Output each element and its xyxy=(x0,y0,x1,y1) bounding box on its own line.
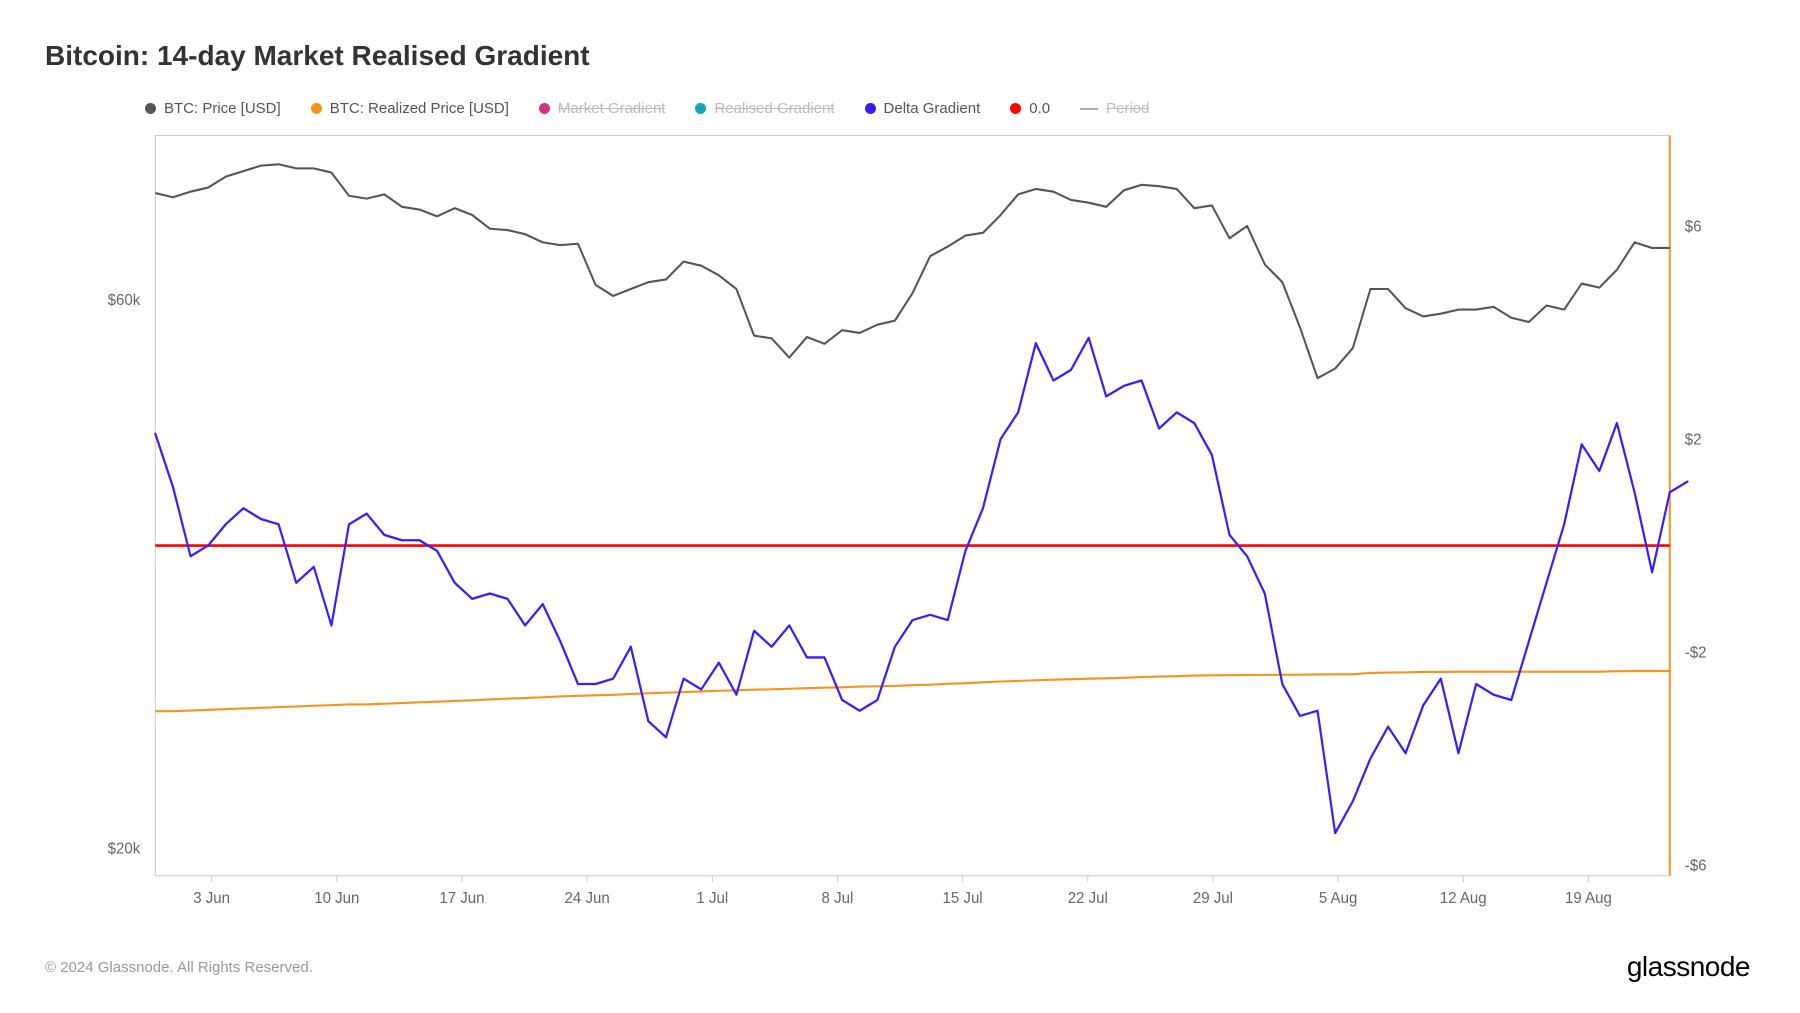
legend-marker xyxy=(311,103,322,114)
legend-label: Delta Gradient xyxy=(884,100,981,117)
svg-text:19 Aug: 19 Aug xyxy=(1565,890,1612,907)
legend-label: Market Gradient xyxy=(558,100,666,117)
svg-text:15 Jul: 15 Jul xyxy=(943,890,983,907)
svg-text:24 Jun: 24 Jun xyxy=(565,890,610,907)
svg-text:8 Jul: 8 Jul xyxy=(822,890,854,907)
legend-marker xyxy=(1010,103,1021,114)
legend-marker xyxy=(695,103,706,114)
legend-marker xyxy=(539,103,550,114)
legend-label: BTC: Realized Price [USD] xyxy=(330,100,509,117)
legend-item[interactable]: Market Gradient xyxy=(539,100,666,117)
copyright: © 2024 Glassnode. All Rights Reserved. xyxy=(45,959,313,976)
legend-item[interactable]: Period xyxy=(1080,100,1149,117)
chart-title: Bitcoin: 14-day Market Realised Gradient xyxy=(45,40,1750,72)
brand-logo: glassnode xyxy=(1627,951,1750,983)
svg-text:-$2: -$2 xyxy=(1685,644,1707,661)
legend-item[interactable]: Realised Gradient xyxy=(695,100,834,117)
svg-text:5 Aug: 5 Aug xyxy=(1319,890,1357,907)
legend-label: Period xyxy=(1106,100,1149,117)
legend-item[interactable]: Delta Gradient xyxy=(865,100,981,117)
legend-label: Realised Gradient xyxy=(714,100,834,117)
svg-text:29 Jul: 29 Jul xyxy=(1193,890,1233,907)
svg-text:10 Jun: 10 Jun xyxy=(314,890,359,907)
chart-svg: $60k $20k $6 $2 -$2 -$6 3 Jun 10 Jun 17 Jun 24 Ju… xyxy=(45,125,1750,923)
svg-text:$20k: $20k xyxy=(108,840,141,857)
svg-text:$6: $6 xyxy=(1685,218,1702,235)
legend-item[interactable]: BTC: Realized Price [USD] xyxy=(311,100,509,117)
legend-marker xyxy=(145,103,156,114)
legend: BTC: Price [USD] BTC: Realized Price [USD… xyxy=(45,100,1750,117)
svg-text:-$6: -$6 xyxy=(1685,857,1707,874)
svg-text:$2: $2 xyxy=(1685,431,1702,448)
legend-label: BTC: Price [USD] xyxy=(164,100,281,117)
legend-item[interactable]: 0.0 xyxy=(1010,100,1050,117)
legend-marker xyxy=(865,103,876,114)
svg-text:$60k: $60k xyxy=(108,292,141,309)
chart-area: $60k $20k $6 $2 -$2 -$6 3 Jun 10 Jun 17 Jun 24 Ju… xyxy=(45,125,1750,923)
legend-item[interactable]: BTC: Price [USD] xyxy=(145,100,281,117)
legend-label: 0.0 xyxy=(1029,100,1050,117)
svg-text:3 Jun: 3 Jun xyxy=(193,890,230,907)
svg-text:17 Jun: 17 Jun xyxy=(439,890,484,907)
svg-text:12 Aug: 12 Aug xyxy=(1440,890,1487,907)
svg-text:1 Jul: 1 Jul xyxy=(696,890,728,907)
legend-marker xyxy=(1080,108,1098,110)
svg-text:22 Jul: 22 Jul xyxy=(1068,890,1108,907)
